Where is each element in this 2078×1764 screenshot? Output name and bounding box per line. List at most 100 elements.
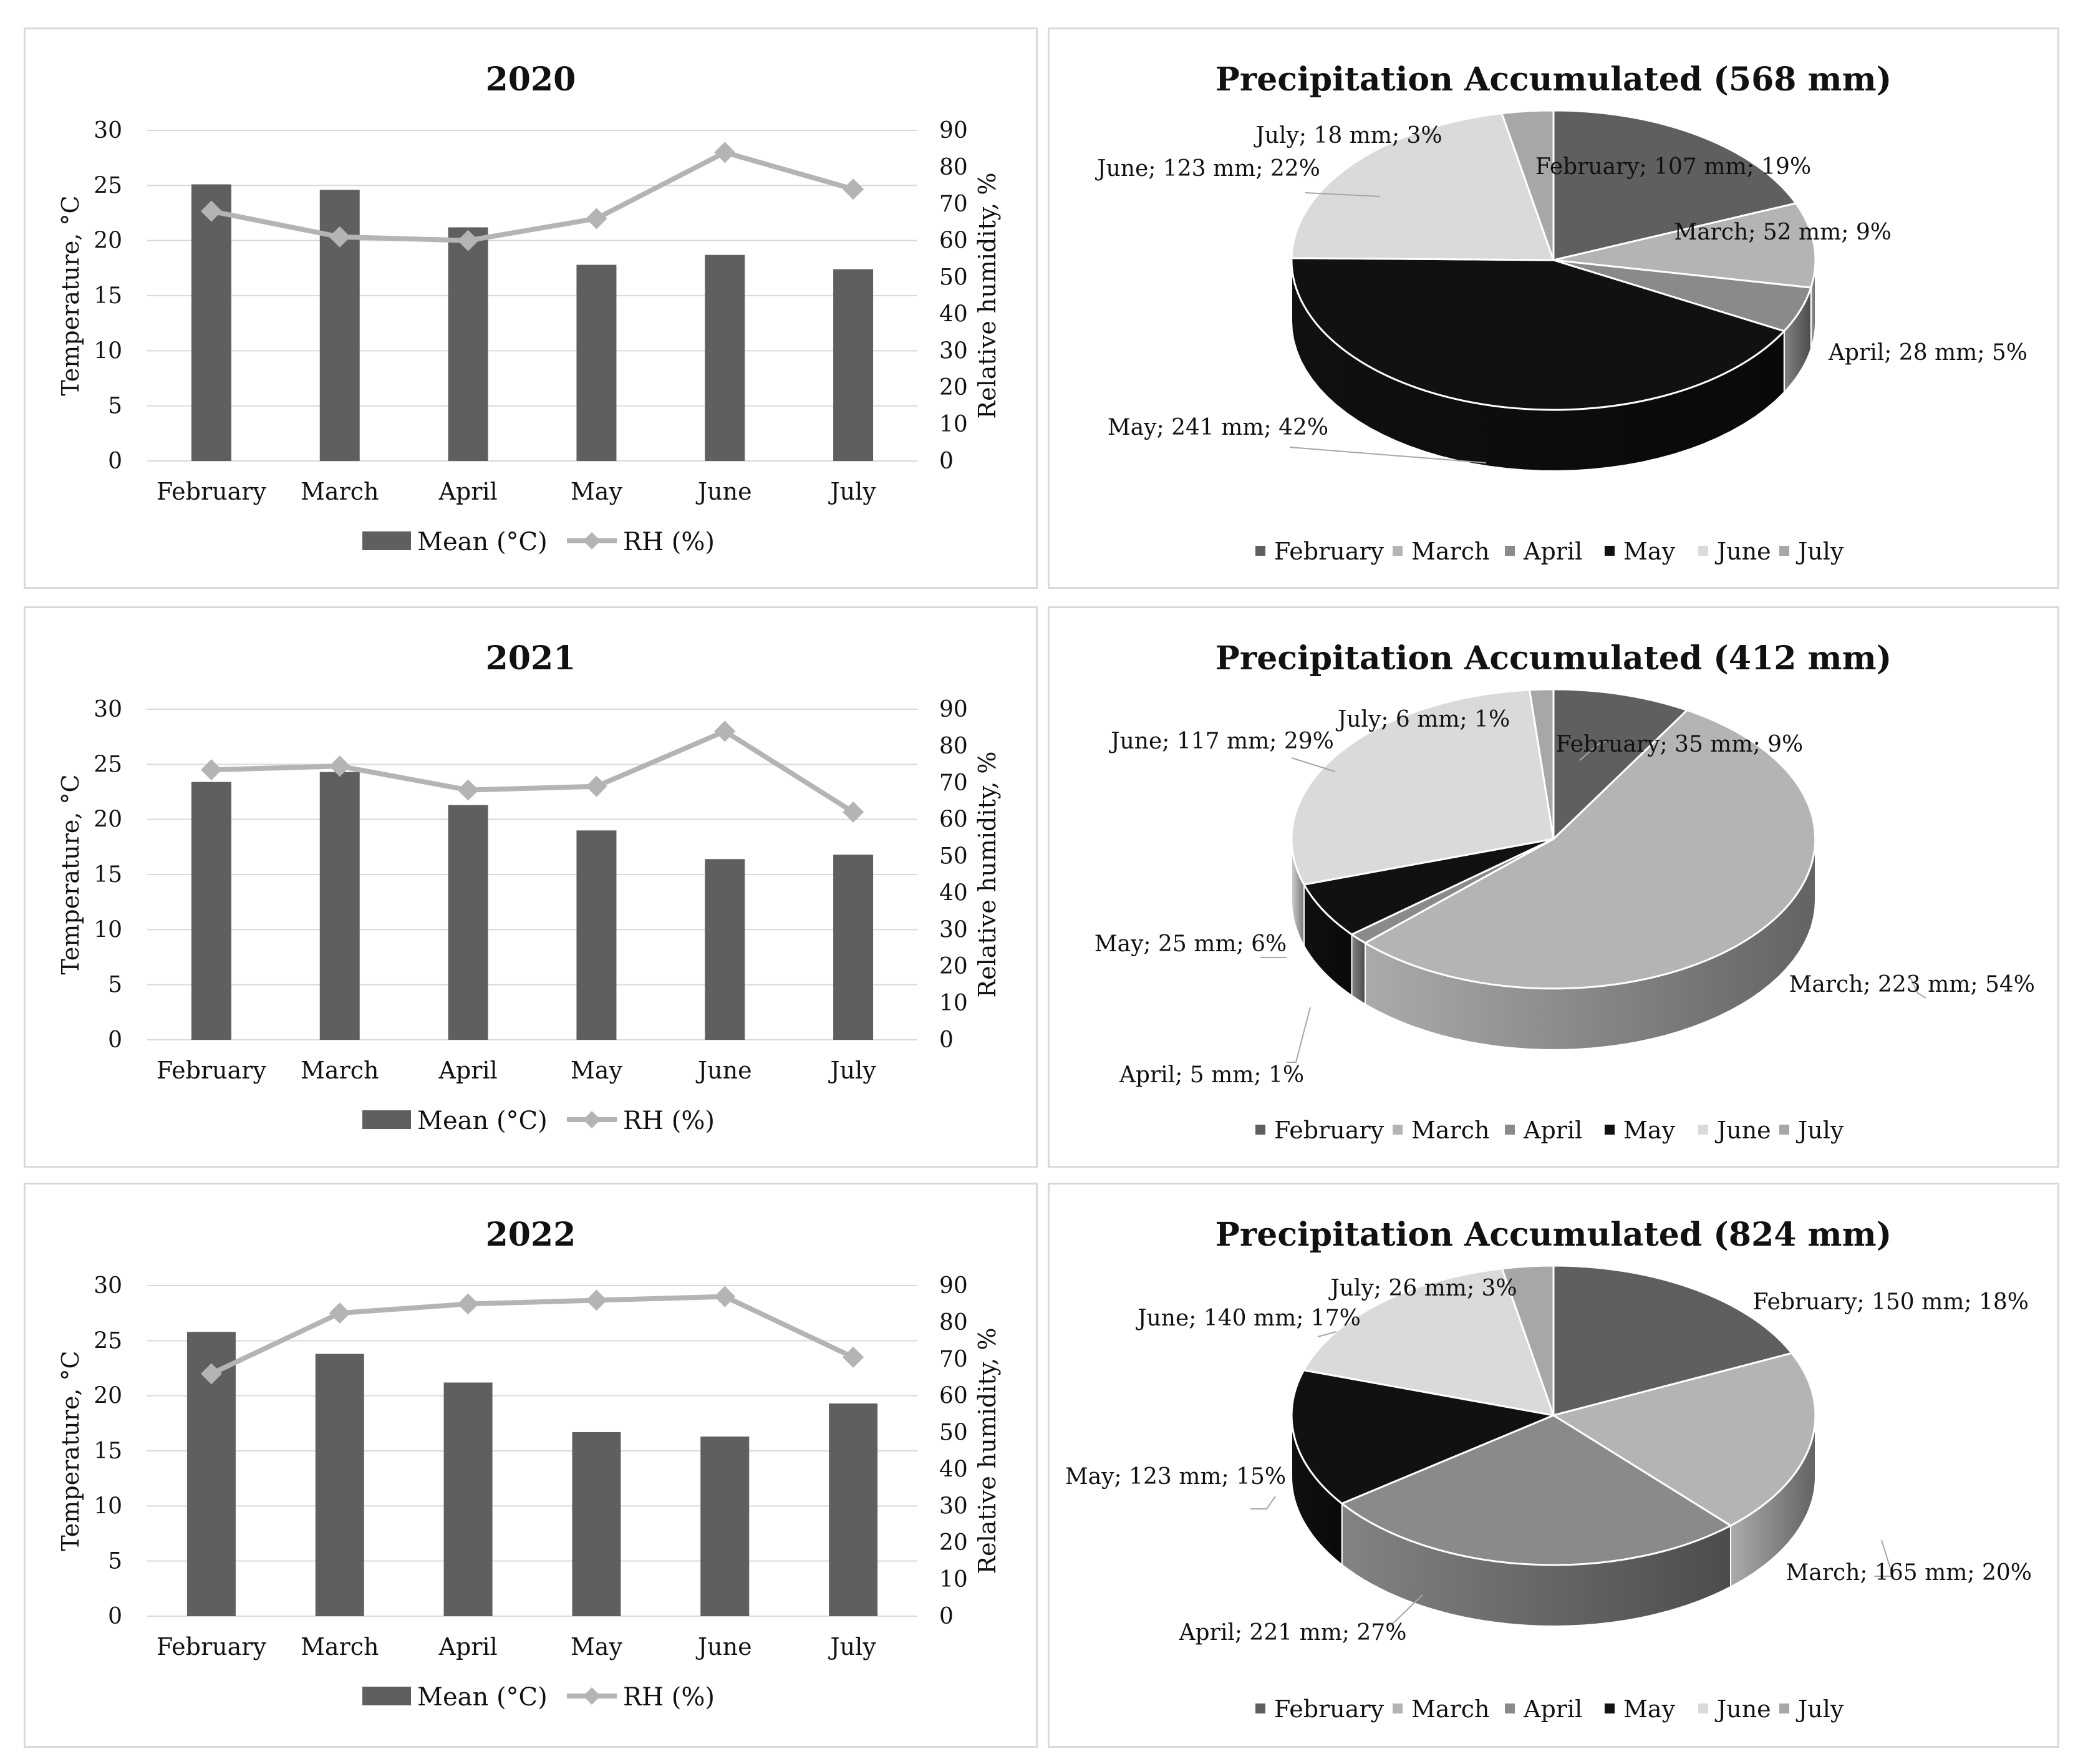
y2-tick-label: 10 bbox=[939, 1567, 968, 1592]
legend-label-february: February bbox=[1274, 1695, 1385, 1723]
rh-point-april bbox=[457, 779, 479, 801]
legend-swatch-april bbox=[1505, 1703, 1515, 1713]
data-label-may: May; 241 mm; 42% bbox=[1108, 415, 1328, 440]
data-label-july: July; 18 mm; 3% bbox=[1253, 123, 1442, 148]
pie-panel-2020: Precipitation Accumulated (568 mm) Februa… bbox=[1048, 27, 2059, 589]
bar-february bbox=[191, 184, 231, 461]
legend-swatch-mean bbox=[362, 1110, 411, 1129]
rh-point-july bbox=[843, 801, 864, 823]
legend-label-april: April bbox=[1523, 1117, 1582, 1144]
y-tick-label: 25 bbox=[94, 1328, 122, 1354]
pie-slice-february bbox=[1552, 109, 1798, 261]
legend-label-march: March bbox=[1411, 538, 1490, 565]
legend-label-mean: Mean (°C) bbox=[417, 528, 548, 556]
bar-june bbox=[705, 254, 745, 461]
legend-swatch-february bbox=[1255, 1125, 1265, 1135]
legend-swatch-may bbox=[1605, 1125, 1615, 1135]
y-tick-label: 15 bbox=[94, 283, 122, 309]
y-axis-label: Temperature, °C bbox=[57, 195, 84, 395]
legend-marker-rh bbox=[583, 1687, 601, 1705]
pie-chart-2022: Precipitation Accumulated (824 mm) Februa… bbox=[1065, 1216, 2032, 1723]
leader-line bbox=[1386, 1594, 1423, 1626]
y2-tick-label: 60 bbox=[939, 228, 968, 254]
rh-point-april bbox=[457, 230, 479, 251]
pie-slice-may bbox=[1290, 257, 1786, 411]
y-tick-label: 10 bbox=[94, 1493, 122, 1519]
y2-tick-label: 40 bbox=[939, 1456, 968, 1482]
y-tick-label: 5 bbox=[108, 1549, 122, 1574]
data-label-july: July; 6 mm; 1% bbox=[1335, 707, 1510, 732]
data-label-march: March; 52 mm; 9% bbox=[1674, 220, 1892, 245]
leader-line bbox=[1579, 740, 1609, 761]
combo-chart-2020: 2020 0 5 10 15 20 25 30 0 10 20 30 40 50 60 70 80 90 Tempe… bbox=[57, 61, 1001, 556]
legend-label-july: July bbox=[1795, 1695, 1844, 1723]
y2-tick-label: 0 bbox=[939, 448, 954, 474]
legend-label-april: April bbox=[1523, 1695, 1582, 1723]
legend-swatch-june bbox=[1698, 1703, 1708, 1713]
y-tick-label: 20 bbox=[94, 228, 122, 254]
chart-title: 2022 bbox=[486, 1216, 576, 1254]
rh-point-may bbox=[586, 775, 607, 797]
x-tick-label: July bbox=[828, 1633, 876, 1660]
rh-line bbox=[211, 729, 855, 815]
y-tick-label: 15 bbox=[94, 862, 122, 888]
legend-swatch-march bbox=[1393, 1703, 1403, 1713]
rh-point-july bbox=[843, 178, 864, 200]
pie-slice-june bbox=[1302, 1267, 1555, 1417]
y-tick-label: 5 bbox=[108, 972, 122, 998]
legend-label-july: July bbox=[1795, 1117, 1844, 1144]
legend-marker-rh bbox=[583, 532, 601, 550]
data-label-march: March; 165 mm; 20% bbox=[1786, 1560, 2032, 1586]
x-tick-label: April bbox=[438, 1057, 497, 1084]
rh-point-july bbox=[843, 1346, 864, 1368]
x-tick-label: February bbox=[157, 1633, 267, 1660]
rh-point-june bbox=[714, 1286, 736, 1307]
data-label-april: April; 28 mm; 5% bbox=[1828, 340, 2027, 366]
legend-label-july: July bbox=[1795, 538, 1844, 565]
bar-may bbox=[572, 1432, 621, 1616]
y2-tick-label: 80 bbox=[939, 734, 968, 759]
rh-point-february bbox=[200, 200, 222, 222]
y2-tick-label: 90 bbox=[939, 1273, 968, 1299]
legend-swatch-may bbox=[1605, 546, 1615, 556]
y-tick-label: 0 bbox=[108, 1604, 122, 1629]
legend-label-may: May bbox=[1623, 538, 1676, 565]
pie-slice-february bbox=[1552, 1264, 1794, 1417]
leader-line bbox=[1250, 1496, 1276, 1510]
y-tick-label: 10 bbox=[94, 338, 122, 364]
y-tick-label: 20 bbox=[94, 1384, 122, 1409]
y2-axis-label: Relative humidity, % bbox=[974, 752, 1001, 998]
data-label-may: May; 25 mm; 6% bbox=[1095, 931, 1287, 957]
y-tick-label: 25 bbox=[94, 173, 122, 198]
pie-slice-july bbox=[1501, 1264, 1555, 1416]
bar-may bbox=[576, 830, 617, 1040]
y-axis-label: Temperature, °C bbox=[57, 774, 84, 974]
legend-swatch-mean bbox=[362, 531, 411, 550]
data-label-june: June; 117 mm; 29% bbox=[1108, 729, 1334, 754]
legend-swatch-may bbox=[1605, 1703, 1615, 1713]
pie-slice-march bbox=[1551, 1352, 1817, 1527]
y-tick-label: 30 bbox=[94, 1273, 122, 1299]
x-tick-label: June bbox=[695, 1057, 752, 1084]
y2-tick-label: 80 bbox=[939, 155, 968, 180]
rh-point-june bbox=[714, 720, 736, 742]
y-axis-label: Temperature, °C bbox=[57, 1350, 84, 1551]
combo-chart-2022: 2022 0 5 10 15 20 25 30 0 10 20 30 40 50 60 70 80 90 Tempe… bbox=[57, 1216, 1001, 1712]
y2-tick-label: 50 bbox=[939, 844, 968, 870]
x-tick-label: March bbox=[301, 1633, 379, 1660]
legend-label-february: February bbox=[1274, 538, 1385, 565]
rh-point-march bbox=[329, 755, 350, 777]
legend-swatch-april bbox=[1505, 1125, 1515, 1135]
y-tick-label: 15 bbox=[94, 1438, 122, 1464]
rh-point-march bbox=[329, 226, 350, 248]
legend-swatch-july bbox=[1779, 1125, 1789, 1135]
y2-tick-label: 40 bbox=[939, 880, 968, 906]
x-tick-label: March bbox=[301, 478, 379, 505]
x-tick-label: April bbox=[438, 478, 497, 505]
legend-swatch-march bbox=[1393, 546, 1403, 556]
bar-july bbox=[833, 269, 874, 461]
bar-june bbox=[705, 859, 745, 1040]
x-tick-label: February bbox=[157, 1057, 267, 1084]
bar-june bbox=[700, 1437, 750, 1616]
legend-swatch-june bbox=[1698, 1125, 1708, 1135]
